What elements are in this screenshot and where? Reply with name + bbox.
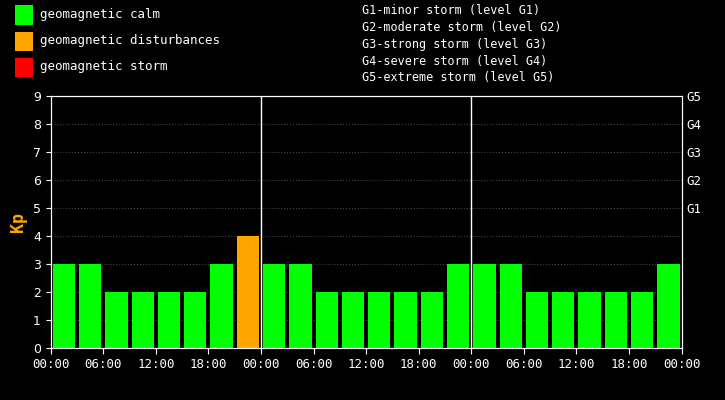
Bar [131,292,154,348]
Bar [184,292,207,348]
Bar [315,292,338,348]
Text: geomagnetic calm: geomagnetic calm [40,8,160,20]
Bar [420,292,443,348]
Bar [394,292,417,348]
Bar [79,264,102,348]
Text: geomagnetic storm: geomagnetic storm [40,60,167,73]
Bar [526,292,548,348]
Text: G1-minor storm (level G1): G1-minor storm (level G1) [362,4,541,17]
Bar [368,292,391,348]
Bar [631,292,653,348]
FancyBboxPatch shape [14,58,33,78]
Bar [500,264,522,348]
Y-axis label: Kp: Kp [9,212,28,232]
Text: G4-severe storm (level G4): G4-severe storm (level G4) [362,54,548,68]
Bar [158,292,181,348]
Bar [53,264,75,348]
Bar [341,292,364,348]
Bar [236,236,259,348]
Text: G2-moderate storm (level G2): G2-moderate storm (level G2) [362,21,562,34]
Bar [579,292,601,348]
FancyBboxPatch shape [14,32,33,51]
Bar [263,264,286,348]
Bar [105,292,128,348]
Text: G5-extreme storm (level G5): G5-extreme storm (level G5) [362,71,555,84]
Bar [473,264,496,348]
Text: G3-strong storm (level G3): G3-strong storm (level G3) [362,38,548,51]
Bar [210,264,233,348]
Text: geomagnetic disturbances: geomagnetic disturbances [40,34,220,47]
Bar [447,264,469,348]
Bar [657,264,679,348]
Bar [289,264,312,348]
Bar [605,292,627,348]
FancyBboxPatch shape [14,5,33,25]
Bar [552,292,574,348]
